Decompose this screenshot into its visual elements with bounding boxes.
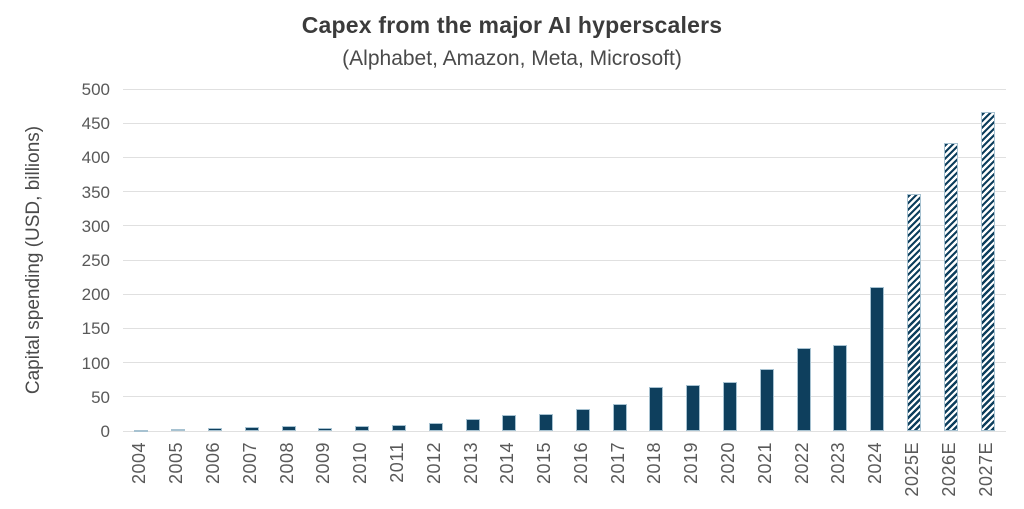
bar-2006 (207, 427, 222, 431)
x-tick-label: 2006 (202, 442, 223, 485)
bar-2016 (575, 409, 590, 431)
x-tick-label: 2014 (497, 442, 518, 485)
x-tick-label: 2026E (938, 442, 959, 497)
x-tick-label: 2010 (350, 442, 371, 485)
x-tick-label: 2022 (791, 442, 812, 485)
x-tick-label: 2012 (423, 442, 444, 485)
gridline (123, 259, 1006, 261)
bar-2017 (612, 403, 627, 431)
bar-2004 (134, 429, 149, 432)
x-tick-label: 2011 (386, 442, 407, 483)
y-tick-label: 50 (91, 387, 110, 407)
y-tick-label: 150 (81, 319, 110, 339)
x-tick-label: 2007 (239, 442, 260, 485)
y-tick-label: 500 (81, 80, 110, 99)
chart-subtitle: (Alphabet, Amazon, Meta, Microsoft) (342, 47, 682, 70)
bar-2021 (759, 368, 774, 431)
bar-2013 (465, 418, 480, 431)
y-tick-label: 200 (81, 285, 110, 305)
x-tick-label: 2018 (644, 442, 665, 485)
x-tick-label: 2013 (460, 442, 481, 485)
gridline (123, 122, 1006, 124)
chart-title: Capex from the major AI hyperscalers (301, 12, 723, 38)
x-tick-label: 2015 (534, 442, 555, 485)
x-tick-label: 2025E (902, 442, 923, 497)
bar-estimated-2026E (943, 143, 958, 431)
gridline (123, 88, 1006, 90)
bar-2022 (796, 347, 811, 431)
x-tick-label: 2017 (607, 442, 628, 485)
y-tick-label: 300 (81, 216, 110, 236)
x-tick-label: 2004 (129, 442, 150, 485)
bar-2019 (686, 385, 701, 431)
y-tick-label: 250 (81, 251, 110, 270)
y-tick-label: 100 (81, 353, 110, 373)
bar-2018 (649, 387, 664, 431)
bar-2024 (870, 287, 885, 431)
bar-estimated-2025E (907, 193, 922, 431)
y-tick-label: 350 (81, 182, 110, 202)
bar-2012 (428, 423, 443, 431)
bar-2008 (281, 425, 296, 431)
gridline (123, 430, 1006, 432)
gridline (123, 327, 1006, 329)
bar-2011 (391, 424, 406, 431)
gridline (123, 191, 1006, 193)
y-tick-label: 450 (81, 114, 110, 134)
bar-2023 (833, 344, 848, 431)
x-tick-label: 2008 (276, 442, 297, 485)
y-tick-label: 0 (100, 422, 110, 441)
bar-2007 (244, 426, 259, 431)
y-tick-label: 400 (81, 148, 110, 168)
x-tick-label: 2016 (570, 442, 591, 485)
x-tick-label: 2024 (865, 442, 886, 485)
x-tick-label: 2005 (166, 442, 187, 485)
x-tick-label: 2019 (681, 442, 702, 485)
bar-2015 (539, 413, 554, 431)
x-tick-label: 2009 (313, 442, 334, 485)
x-tick-label: 2021 (754, 442, 775, 485)
bar-2020 (723, 381, 738, 431)
gridline (123, 396, 1006, 398)
x-tick-label: 2027E (975, 442, 996, 497)
gridline (123, 362, 1006, 364)
bar-2009 (318, 427, 333, 431)
x-tick-label: 2023 (828, 442, 849, 485)
gridline (123, 156, 1006, 158)
bar-2010 (355, 425, 370, 431)
x-tick-label: 2020 (718, 442, 739, 485)
bar-2005 (171, 428, 186, 431)
bar-estimated-2027E (980, 112, 995, 431)
gridline (123, 293, 1006, 295)
bar-2014 (502, 415, 517, 431)
gridline (123, 225, 1006, 227)
